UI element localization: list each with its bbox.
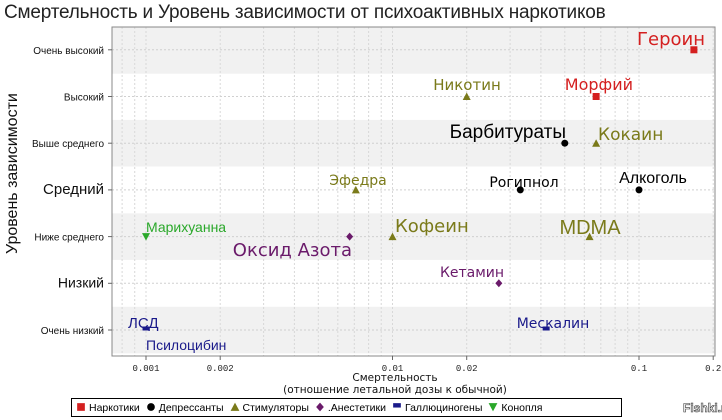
data-point: [592, 139, 601, 147]
data-point: [690, 46, 698, 54]
data-point: [592, 93, 600, 100]
legend-item: Конопля: [488, 402, 542, 414]
data-label: Кетамин: [440, 265, 504, 281]
band: [112, 27, 715, 74]
legend-label: Депрессанты: [158, 401, 224, 414]
x-axis-label-block: Смертельность (отношение летальной дозы …: [250, 372, 540, 396]
data-label: Эфедра: [329, 173, 387, 189]
y-tick-label: Низкий: [58, 274, 104, 290]
legend-marker-icon: [230, 402, 239, 411]
legend-label: Галлюциногены: [405, 401, 483, 414]
legend-item: Стимуляторы: [230, 402, 309, 414]
data-label: Никотин: [433, 76, 501, 94]
marker-square: [77, 402, 85, 411]
x-axis-label: Смертельность: [352, 372, 438, 384]
data-label: MDMA: [559, 217, 621, 239]
y-tick-label: Очень низкий: [41, 326, 104, 337]
x-tick-label: 0.002: [207, 364, 234, 374]
marker-circle: [146, 402, 155, 411]
legend-item: Депрессанты: [146, 402, 224, 414]
data-point: [635, 186, 643, 194]
data-point: [542, 326, 550, 331]
data-label: Барбитураты: [450, 122, 566, 143]
x-tick-label: 0.1: [631, 364, 647, 374]
data-label: Морфий: [565, 75, 633, 94]
data-point: [142, 326, 150, 331]
legend-label: Конопля: [501, 401, 543, 414]
legend-label: Наркотики: [89, 401, 140, 414]
data-point: [561, 139, 569, 147]
y-tick-label: Средний: [43, 181, 104, 198]
data-label: Кофеин: [395, 216, 469, 237]
legend-marker-icon: [77, 402, 85, 411]
data-point: [585, 232, 594, 241]
legend-marker-icon: [393, 402, 401, 408]
x-tick-label: 0.2: [705, 364, 721, 374]
data-label: Марихуанна: [146, 219, 226, 235]
data-point: [142, 233, 150, 241]
legend-label: .Анестетики: [327, 401, 386, 414]
data-label: Рогипнол: [489, 175, 558, 191]
data-label: Мескалин: [517, 316, 590, 332]
data-label: Псилоцибин: [146, 337, 226, 353]
data-point: [351, 185, 360, 194]
marker-square: [393, 402, 401, 408]
y-tick-label: Очень высокий: [33, 46, 104, 57]
data-label: Оксид Азота: [233, 240, 352, 261]
data-point: [495, 279, 503, 288]
y-tick-label: Ниже среднего: [34, 233, 104, 244]
data-point: [516, 186, 524, 194]
legend-marker-icon: [488, 402, 498, 411]
data-point: [346, 232, 354, 241]
legend-item: Галлюциногены: [392, 402, 482, 414]
y-tick-label: Выше среднего: [32, 139, 104, 150]
legend-item: .Анестетики: [315, 402, 386, 414]
x-tick-label: 0.01: [382, 364, 404, 374]
data-point: [388, 232, 397, 241]
data-label: Героин: [637, 29, 705, 50]
legend: Наркотики Депрессанты Стимуляторы .Анестети…: [71, 398, 622, 417]
x-tick-label: 0.02: [456, 364, 478, 374]
y-tick-label: Высокий: [64, 93, 104, 104]
legend-marker-icon: [146, 402, 155, 411]
data-label: ЛСД: [128, 315, 159, 332]
chart-title: Смертельность и Уровень зависимости от п…: [4, 2, 606, 23]
data-label: Кокаин: [598, 125, 663, 145]
marker-diamond: [316, 402, 324, 411]
x-axis-sublabel: (отношение летальной дозы к обычной): [283, 384, 507, 396]
marker-triangle-down: [488, 402, 498, 411]
legend-label: Стимуляторы: [242, 401, 309, 414]
data-label: Алкоголь: [619, 170, 687, 187]
x-tick-label: 0.001: [132, 364, 159, 374]
data-point: [462, 92, 471, 100]
marker-triangle-up: [230, 402, 239, 411]
watermark: Fishki.net: [683, 401, 722, 416]
legend-marker-icon: [316, 402, 324, 411]
plot-frame: [111, 26, 716, 357]
legend-item: Наркотики: [76, 402, 140, 414]
